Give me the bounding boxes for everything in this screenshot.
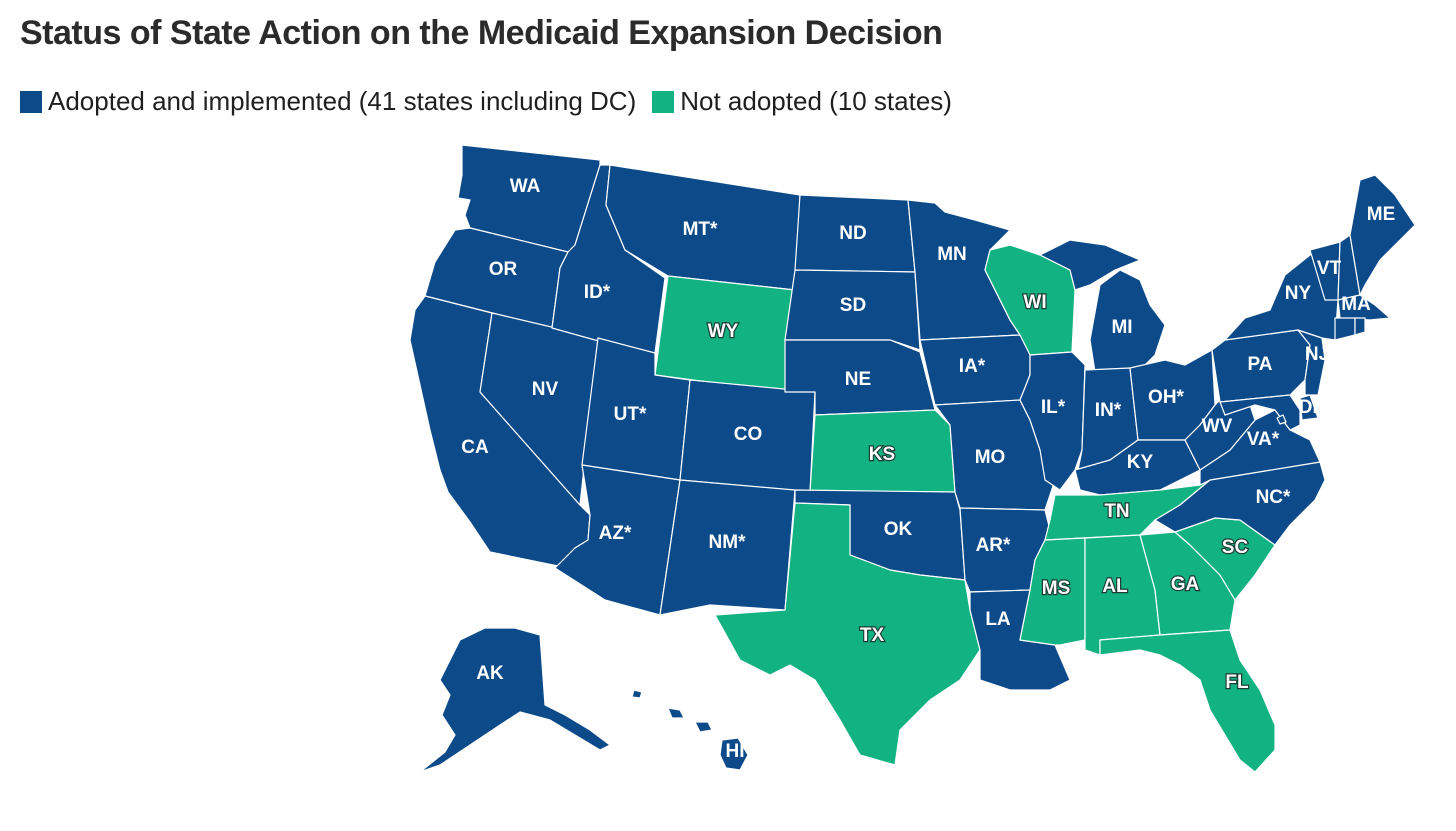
- state-nj[interactable]: [1297, 329, 1326, 396]
- label-ma: MA: [1341, 294, 1371, 315]
- state-fl[interactable]: [1099, 629, 1276, 773]
- label-wi: WI: [1023, 292, 1046, 313]
- label-ar: AR*: [976, 535, 1011, 556]
- label-ky: KY: [1127, 452, 1154, 473]
- label-ga: GA: [1171, 574, 1200, 595]
- label-mn: MN: [937, 244, 967, 265]
- label-nm: NM*: [709, 532, 747, 553]
- label-mo: MO: [975, 447, 1006, 468]
- label-nc: NC*: [1256, 487, 1291, 508]
- label-nj: NJ: [1305, 344, 1329, 365]
- label-sc: SC: [1222, 537, 1249, 558]
- label-or: OR: [489, 259, 518, 280]
- legend-label-not-adopted: Not adopted (10 states): [680, 86, 952, 116]
- state-tx[interactable]: [714, 502, 981, 766]
- label-me: ME: [1367, 204, 1396, 225]
- label-ut: UT*: [614, 404, 647, 425]
- label-fl: FL: [1225, 672, 1249, 693]
- label-ak: AK: [476, 663, 504, 684]
- label-va: VA*: [1247, 429, 1280, 450]
- state-mi[interactable]: [1039, 239, 1166, 373]
- label-ny: NY: [1285, 283, 1312, 304]
- label-wa: WA: [510, 176, 541, 197]
- label-ok: OK: [884, 519, 913, 540]
- label-tx: TX: [860, 625, 885, 646]
- label-ks: KS: [869, 444, 895, 465]
- state-ak[interactable]: [419, 627, 611, 773]
- state-de[interactable]: [1299, 394, 1319, 421]
- label-de: DE: [1299, 397, 1325, 418]
- label-vt: VT: [1317, 258, 1342, 279]
- legend: Adopted and implemented (41 states inclu…: [20, 86, 968, 117]
- label-az: AZ*: [599, 523, 632, 544]
- legend-swatch-adopted: [20, 90, 42, 113]
- label-ia: IA*: [959, 356, 986, 377]
- label-in: IN*: [1095, 400, 1122, 421]
- label-nv: NV: [532, 379, 559, 400]
- legend-swatch-not-adopted: [652, 90, 675, 113]
- state-hi[interactable]: [631, 689, 749, 771]
- label-mi: MI: [1111, 317, 1132, 338]
- legend-label-adopted: Adopted and implemented (41 states inclu…: [48, 86, 637, 116]
- label-hi: HI: [726, 741, 745, 762]
- state-nm[interactable]: [659, 479, 796, 616]
- state-me[interactable]: [1349, 174, 1416, 296]
- state-ri[interactable]: [1354, 317, 1366, 336]
- label-ca: CA: [461, 437, 489, 458]
- state-il[interactable]: [1019, 351, 1086, 491]
- legend-item-not-adopted: Not adopted (10 states): [652, 86, 952, 117]
- state-ct[interactable]: [1334, 317, 1356, 341]
- legend-item-adopted: Adopted and implemented (41 states inclu…: [20, 86, 636, 117]
- label-oh: OH*: [1148, 387, 1185, 408]
- label-sd: SD: [840, 295, 866, 316]
- state-dc[interactable]: [1276, 414, 1287, 425]
- label-ms: MS: [1042, 578, 1071, 599]
- label-wy: WY: [708, 321, 739, 342]
- state-sd[interactable]: [784, 269, 921, 351]
- label-ne: NE: [845, 369, 871, 390]
- label-co: CO: [734, 424, 763, 445]
- label-al: AL: [1102, 576, 1128, 597]
- state-md[interactable]: [1219, 394, 1301, 431]
- label-la: LA: [985, 609, 1011, 630]
- label-id: ID*: [584, 282, 611, 303]
- label-nd: ND: [839, 223, 866, 244]
- label-il: IL*: [1041, 397, 1066, 418]
- label-mt: MT*: [683, 219, 718, 240]
- label-pa: PA: [1248, 354, 1273, 375]
- label-tn: TN: [1104, 501, 1129, 522]
- label-wv: WV: [1202, 416, 1233, 437]
- chart-title: Status of State Action on the Medicaid E…: [20, 14, 943, 52]
